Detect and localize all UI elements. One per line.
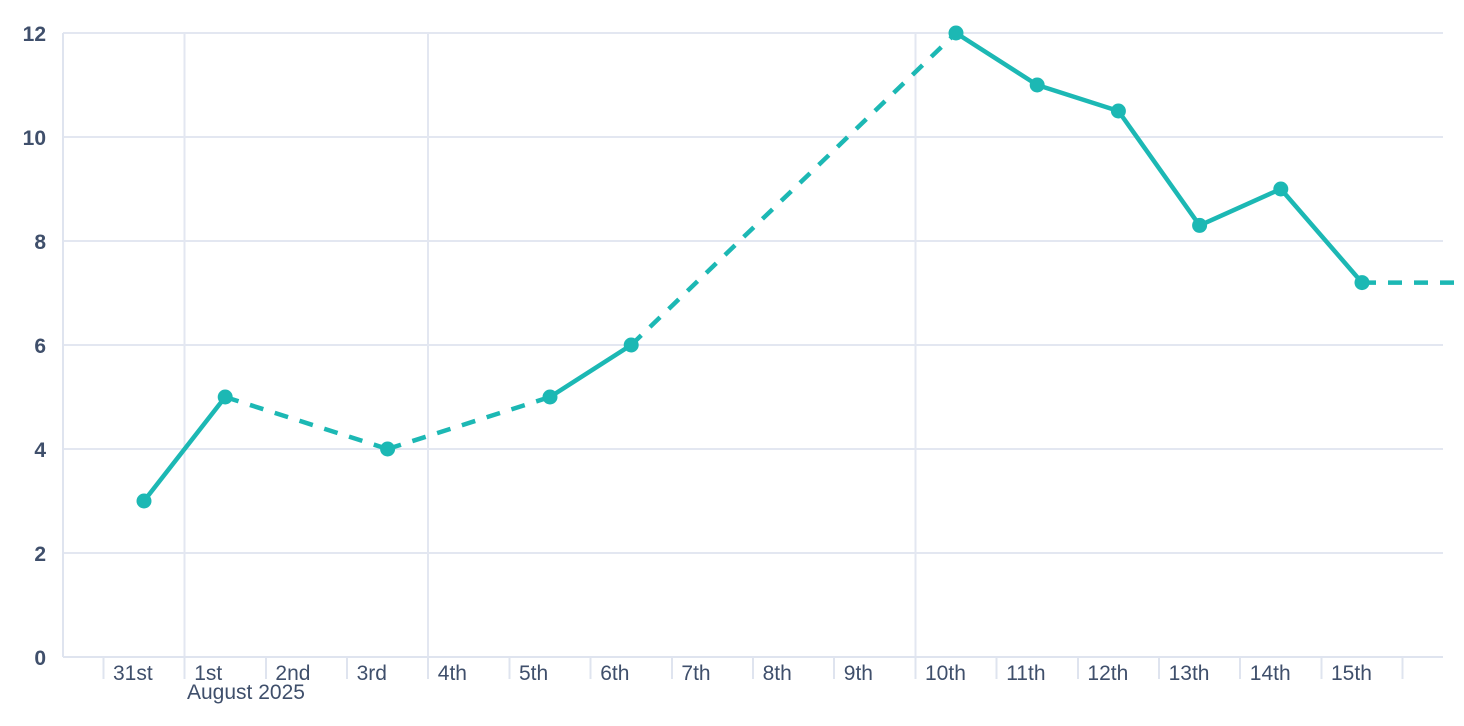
data-point-marker[interactable] [380, 441, 396, 457]
data-point-marker[interactable] [623, 337, 639, 353]
x-tick-labels-group: 31st 1st 2nd 3rd 4th 5th 6th 7th 8th 9th 10th 11th 1… [113, 662, 1372, 685]
x-tick-label: 8th [763, 662, 792, 685]
data-point-marker[interactable] [1192, 217, 1208, 233]
x-tickmarks-group [102, 657, 1404, 679]
data-point-marker[interactable] [542, 389, 558, 405]
data-point-marker[interactable] [1273, 181, 1289, 197]
x-tick-label: 10th [925, 662, 966, 685]
x-tick-label: 4th [438, 662, 467, 685]
x-tick-label: 5th [519, 662, 548, 685]
y-tick-label: 6 [34, 335, 46, 358]
x-tick-label: 9th [844, 662, 873, 685]
data-point-marker[interactable] [1354, 275, 1370, 291]
series-solid-path [141, 30, 1365, 504]
data-point-marker[interactable] [1029, 77, 1045, 93]
data-point-marker[interactable] [136, 493, 152, 509]
x-tick-label: 1st [194, 662, 222, 685]
y-tick-label: 4 [34, 439, 46, 462]
x-tick-label: 6th [600, 662, 629, 685]
series-layer [136, 25, 1464, 509]
x-tick-label: 14th [1250, 662, 1291, 685]
data-point-marker[interactable] [217, 389, 233, 405]
gridlines-group [63, 32, 1443, 658]
y-tick-label: 2 [34, 543, 46, 566]
x-tick-label: 2nd [275, 662, 310, 685]
data-point-marker[interactable] [948, 25, 964, 41]
y-tick-label: 12 [23, 23, 46, 46]
x-tick-label: 3rd [357, 662, 387, 685]
x-tick-label: 15th [1331, 662, 1372, 685]
data-point-marker[interactable] [1110, 103, 1126, 119]
x-tick-label: 31st [113, 662, 153, 685]
y-tick-label: 10 [23, 127, 46, 150]
y-tick-label: 0 [34, 647, 46, 670]
y-tick-labels-group: 0 2 4 6 8 10 12 [23, 23, 47, 670]
x-tick-label: 7th [681, 662, 710, 685]
x-tick-label: 12th [1087, 662, 1128, 685]
x-tick-label: 11th [1006, 662, 1045, 685]
y-tick-label: 8 [34, 231, 46, 254]
x-axis-caption: August 2025 [187, 681, 305, 704]
x-tick-label: 13th [1169, 662, 1210, 685]
series-markers-group [136, 25, 1370, 509]
series-dashed-path [224, 31, 1464, 452]
